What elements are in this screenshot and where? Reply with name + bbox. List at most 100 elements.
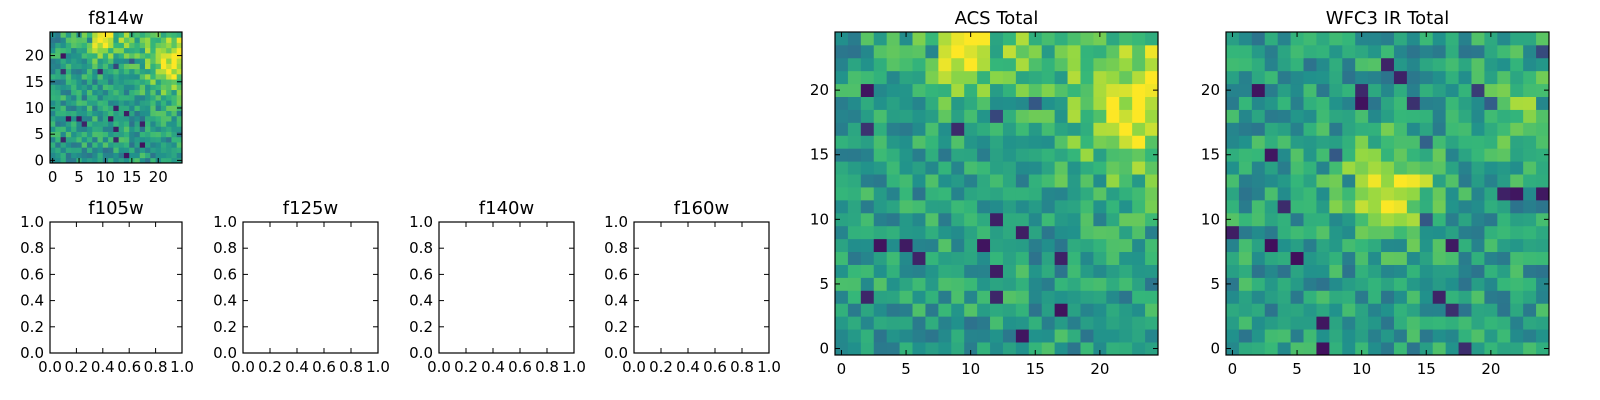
heatmap-cell	[1015, 57, 1030, 72]
heatmap-cell	[129, 142, 135, 148]
heatmap-cell	[55, 32, 61, 38]
heatmap-cell	[1041, 57, 1056, 72]
heatmap-cell	[171, 37, 178, 43]
heatmap-cell	[899, 44, 913, 59]
heatmap-cell	[1484, 122, 1498, 136]
heatmap-cell	[92, 126, 98, 132]
heatmap-cell	[1471, 225, 1485, 240]
heatmap-cell	[1290, 83, 1304, 97]
heatmap-cell	[1471, 83, 1485, 97]
heatmap-cell	[1226, 96, 1240, 110]
heatmap-cell	[139, 157, 146, 164]
heatmap-cell	[1510, 238, 1524, 253]
heatmap-cell	[150, 42, 156, 49]
x-tick-label: 0.2	[454, 358, 478, 376]
heatmap-cell	[150, 58, 156, 64]
heatmap-cell	[977, 264, 991, 278]
heatmap-cell	[171, 147, 178, 153]
heatmap-cell	[1132, 32, 1146, 46]
heatmap-cell	[1316, 225, 1330, 240]
heatmap-cell	[938, 44, 952, 59]
heatmap-cell	[1484, 225, 1498, 240]
heatmap-cell	[925, 225, 939, 240]
heatmap-cell	[150, 37, 156, 43]
heatmap-cell	[81, 68, 88, 75]
heatmap-cell	[1119, 342, 1133, 356]
heatmap-cell	[123, 131, 130, 138]
heatmap-cell	[1028, 44, 1043, 59]
heatmap-cell	[71, 131, 77, 138]
heatmap-cell	[176, 37, 183, 43]
heatmap-cell	[951, 174, 965, 188]
heatmap-cell	[1406, 290, 1421, 304]
heatmap-cell	[1015, 342, 1030, 356]
heatmap-cell	[86, 73, 93, 80]
heatmap-cell	[886, 96, 900, 110]
heatmap-cell	[1419, 96, 1434, 110]
heatmap-cell	[1251, 251, 1266, 265]
heatmap-cell	[1290, 316, 1304, 330]
heatmap-cell	[166, 105, 172, 111]
heatmap-cell	[92, 63, 98, 70]
heatmap-cell	[1445, 199, 1459, 214]
heatmap-cell	[1329, 135, 1343, 149]
heatmap-cell	[55, 105, 61, 111]
heatmap-cell	[1119, 83, 1133, 97]
heatmap-cell	[964, 264, 978, 278]
heatmap-cell	[81, 142, 88, 148]
heatmap-cell	[1080, 70, 1094, 85]
heatmap-cell	[176, 115, 183, 122]
heatmap-cell	[160, 100, 167, 106]
heatmap-cell	[1406, 32, 1421, 46]
heatmap-cell	[1028, 187, 1043, 201]
heatmap-cell	[1458, 57, 1472, 72]
heatmap-cell	[899, 238, 913, 253]
heatmap-cell	[1080, 122, 1094, 136]
heatmap-cell	[1277, 303, 1291, 317]
heatmap-cell	[1015, 96, 1030, 110]
heatmap-cell	[860, 212, 875, 227]
heatmap-cell	[1041, 251, 1056, 265]
heatmap-cell	[1226, 342, 1240, 356]
y-tick-label: 10	[1201, 210, 1220, 228]
y-tick-label: 15	[25, 73, 44, 91]
heatmap-cell	[925, 83, 939, 97]
y-tick-label: 0.6	[20, 265, 44, 283]
heatmap-cell	[1067, 251, 1081, 265]
heatmap-cell	[835, 238, 849, 253]
heatmap-cell	[1251, 44, 1266, 59]
heatmap-cell	[1497, 251, 1511, 265]
heatmap-cell	[1238, 329, 1253, 343]
heatmap-cell	[1316, 290, 1330, 304]
heatmap-cell	[951, 187, 965, 201]
heatmap-cell	[129, 94, 135, 101]
heatmap-cell	[55, 131, 61, 138]
heatmap-cell	[1329, 303, 1343, 317]
heatmap-cell	[1316, 238, 1330, 253]
heatmap-cell	[899, 264, 913, 278]
heatmap-cell	[166, 126, 172, 132]
heatmap-cell	[1106, 174, 1120, 188]
heatmap-cell	[1041, 225, 1056, 240]
heatmap-cell	[1536, 329, 1550, 343]
heatmap-cell	[1251, 329, 1266, 343]
heatmap-cell	[1355, 225, 1369, 240]
heatmap-cell	[1041, 329, 1056, 343]
heatmap-cell	[912, 96, 926, 110]
heatmap-cell	[1316, 187, 1330, 201]
heatmap-cell	[139, 105, 146, 111]
heatmap-cell	[171, 47, 178, 54]
axes-frame-acs-total	[834, 31, 1159, 356]
heatmap-cell	[145, 68, 151, 75]
heatmap-cell	[847, 303, 862, 317]
heatmap-cell	[1080, 264, 1094, 278]
heatmap-cell	[171, 73, 178, 80]
heatmap-cell	[951, 96, 965, 110]
heatmap-cell	[1484, 70, 1498, 85]
heatmap-cell	[155, 89, 162, 96]
heatmap-cell	[847, 290, 862, 304]
heatmap-cell	[55, 79, 61, 85]
heatmap-cell	[1264, 148, 1279, 162]
heatmap-cell	[1080, 83, 1094, 97]
heatmap-cell	[1381, 199, 1395, 214]
